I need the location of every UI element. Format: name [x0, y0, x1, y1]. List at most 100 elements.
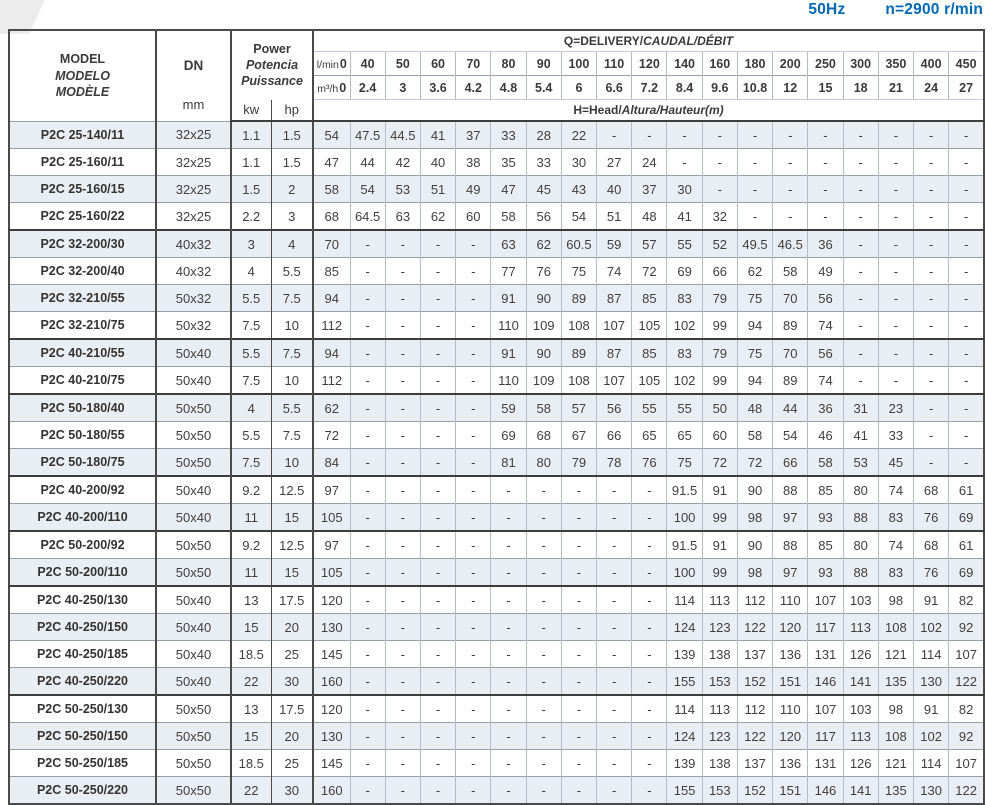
head-cell: 130	[912, 776, 949, 804]
head-cell: -	[490, 503, 527, 531]
table-row: P2C 50-250/220 50x50 22 30 160- - - - - - - - -155 15…	[9, 776, 984, 804]
hp-cell: 12.5	[270, 530, 313, 559]
head-cell: -	[419, 366, 456, 394]
head-cell: -	[455, 448, 491, 476]
dn-cell: 50x32	[155, 311, 231, 339]
head-cell: 108	[560, 311, 597, 339]
head-cell: 70	[772, 338, 808, 367]
head-cell: -	[384, 613, 421, 641]
head-cell: 98	[877, 694, 914, 723]
head-cell: -	[490, 530, 527, 559]
head-cell: 114	[666, 694, 703, 723]
dn-cell: 32x25	[155, 120, 231, 149]
kw-cell: 4	[230, 393, 271, 422]
flow-header-cell: 3	[384, 75, 421, 100]
head-cell: -	[349, 558, 386, 586]
head-cell: 54	[349, 175, 386, 203]
head-cell: 47.5	[349, 120, 386, 149]
head-cell: 23	[877, 393, 914, 422]
head-cell: 110	[772, 585, 808, 614]
head-cell: -	[631, 530, 667, 559]
hp-cell: 4	[270, 229, 313, 258]
head-cell: -	[948, 366, 984, 394]
flow-header-cell: 50	[384, 51, 421, 76]
head-cell: 110	[772, 694, 808, 723]
head-cell: -	[384, 530, 421, 559]
head-cell: -	[596, 558, 632, 586]
head-cell: 108	[877, 613, 914, 641]
head-cell: -	[490, 749, 527, 777]
head-cell: -	[736, 120, 773, 149]
head-cell: 72	[701, 448, 738, 476]
head-cell: 110	[490, 366, 527, 394]
head-cell: -	[384, 229, 421, 258]
head-cell: -	[807, 120, 844, 149]
dn-cell: 40x32	[155, 229, 231, 258]
hp-cell: 10	[270, 366, 313, 394]
head-cell: 99	[701, 558, 738, 586]
head-cell: 138	[701, 749, 738, 777]
head-cell: -	[455, 311, 491, 339]
dn-cell: 50x50	[155, 722, 231, 750]
head-cell: -	[842, 120, 879, 149]
head-cell: 30	[560, 148, 597, 176]
head-cell: 152	[736, 776, 773, 804]
head-cell: 113	[842, 722, 879, 750]
head-cell: 57	[560, 393, 597, 422]
head-cell: 102	[912, 613, 949, 641]
head-cell: -	[349, 393, 386, 422]
kw-cell: 1.5	[230, 175, 271, 203]
flow-header-cell: 300	[842, 51, 879, 76]
head-cell: 114	[912, 749, 949, 777]
head-cell: 51	[419, 175, 456, 203]
head-cell: 36	[807, 393, 844, 422]
lmin-zero-cell: l/min0	[312, 51, 350, 76]
kw-cell: 18.5	[230, 640, 271, 668]
head-cell: 120	[772, 613, 808, 641]
head-cell: -	[419, 667, 456, 695]
head-cell: 80	[842, 475, 879, 504]
head-cell: 27	[596, 148, 632, 176]
head-cell: 63	[490, 229, 527, 258]
flow-header-cell: 40	[349, 51, 386, 76]
head-cell: -	[455, 530, 491, 559]
head-cell: -	[701, 175, 738, 203]
head-cell: -	[525, 694, 562, 723]
flow-header-cell: 7.2	[631, 75, 667, 100]
head-cell: 97	[772, 503, 808, 531]
head-cell: 74	[596, 257, 632, 285]
dn-cell: 32x25	[155, 202, 231, 230]
head-cell: 113	[701, 585, 738, 614]
table-row: P2C 40-250/185 50x40 18.5 25 145- - - - - - - - -139…	[9, 640, 984, 668]
head-cell: 85	[807, 530, 844, 559]
head-cell: 88	[772, 475, 808, 504]
head-cell: 94	[736, 311, 773, 339]
head-cell: -	[948, 338, 984, 367]
head-cell: 69	[490, 421, 527, 449]
hp-cell: 17.5	[270, 585, 313, 614]
dn-cell: 50x40	[155, 338, 231, 367]
table-row: P2C 25-160/22 32x25 2.2 3 68 64.5 63 62 60 58 56 54…	[9, 202, 984, 230]
flow-header-cell: 9.6	[701, 75, 738, 100]
head-cell: -	[384, 776, 421, 804]
head-cell: 85	[807, 475, 844, 504]
table-row: P2C 25-140/11 32x25 1.1 1.5 54 47.5 44.5 41 37 33…	[9, 120, 984, 149]
hp-cell: 1.5	[270, 120, 313, 149]
head-cell: -	[596, 640, 632, 668]
kw-cell: 15	[230, 722, 271, 750]
head-cell: -	[455, 667, 491, 695]
hp-cell: 7.5	[270, 338, 313, 367]
head-cell: -	[912, 338, 949, 367]
head-cell: 55	[666, 229, 703, 258]
head-cell: 120	[312, 694, 350, 723]
model-cell: P2C 50-200/110	[9, 558, 156, 586]
head-cell: 92	[948, 722, 984, 750]
head-cell: -	[807, 148, 844, 176]
head-cell: -	[349, 284, 386, 312]
head-cell: 44.5	[384, 120, 421, 149]
flow-header-cell: 5.4	[525, 75, 562, 100]
head-cell: -	[384, 667, 421, 695]
head-cell: -	[877, 311, 914, 339]
head-cell: 61	[948, 475, 984, 504]
head-cell: 69	[666, 257, 703, 285]
